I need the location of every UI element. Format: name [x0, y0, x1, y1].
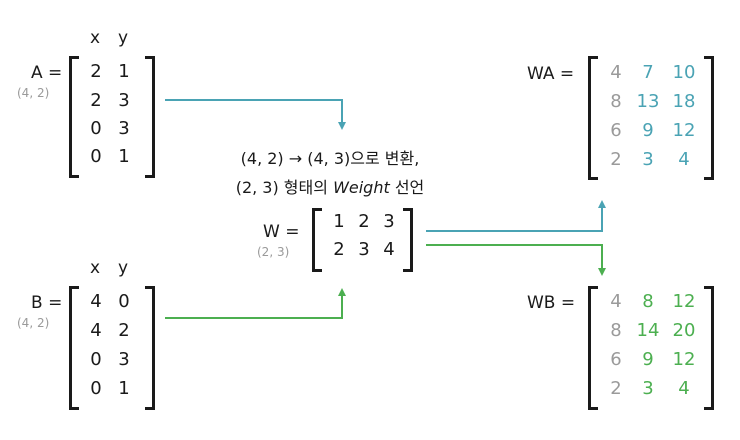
matrix-wa-bracket-right: [704, 56, 714, 180]
matrix-wa-cell: 2: [610, 149, 622, 170]
matrix-a-cell: 0: [90, 118, 102, 139]
arrow-b-to-w: [165, 288, 346, 319]
matrix-wb-cell: 8: [642, 291, 654, 312]
matrix-a-cell: 1: [118, 61, 130, 82]
matrix-b-header-x: x: [90, 258, 101, 278]
matrix-b-cell: 0: [118, 291, 130, 312]
caption-weight-term: Weight: [333, 178, 390, 197]
matrix-b-cell: 2: [118, 320, 130, 341]
matrix-b-cell: 3: [118, 349, 130, 370]
matrix-a-cell: 3: [118, 118, 130, 139]
matrix-a-label: A =: [31, 63, 63, 83]
matrix-w-cell: 2: [358, 211, 370, 232]
matrix-b-bracket-left: [69, 286, 79, 410]
matrix-wa-cell: 4: [610, 62, 622, 83]
matrix-wb-cell: 6: [610, 349, 622, 370]
matrix-a-bracket-right: [145, 56, 155, 178]
arrow-w-to-wb: [426, 244, 606, 276]
matrix-w-label: W =: [263, 222, 300, 242]
matrix-wb-cell: 3: [642, 378, 654, 399]
matrix-a-cell: 3: [118, 90, 130, 111]
matrix-w-cell: 3: [358, 239, 370, 260]
matrix-w-cell: 4: [383, 239, 395, 260]
matrix-w-bracket-left: [312, 208, 322, 272]
matrix-wb-cell: 4: [610, 291, 622, 312]
caption-line-2-suffix: 선언: [389, 178, 425, 197]
caption-line-1: (4, 2) → (4, 3)으로 변환,: [240, 149, 420, 168]
matrix-a-cell: 2: [90, 90, 102, 111]
matrix-b-header-y: y: [118, 258, 129, 278]
matrix-wa-cell: 12: [672, 120, 696, 141]
matrix-w-cell: 2: [333, 239, 345, 260]
matrix-wa-cell: 6: [610, 120, 622, 141]
matrix-b-cell: 1: [118, 378, 130, 399]
matrix-wa-cell: 8: [610, 91, 622, 112]
matrix-w-cell: 1: [333, 211, 345, 232]
matrix-b-cell: 0: [90, 378, 102, 399]
matrix-wb-cell: 4: [678, 378, 690, 399]
matrix-wb-label: WB =: [527, 293, 576, 313]
matrix-wb-cell: 2: [610, 378, 622, 399]
matrix-wb-cell: 8: [610, 320, 622, 341]
matrix-w-bracket-right: [403, 208, 413, 272]
matrix-a-cell: 2: [90, 61, 102, 82]
matrix-wa-cell: 7: [642, 62, 654, 83]
matrix-a-cell: 1: [118, 146, 130, 167]
matrix-a-header-x: x: [90, 28, 101, 48]
matrix-b-label: B =: [31, 293, 63, 313]
matrix-wa-cell: 9: [642, 120, 654, 141]
transform-caption: (4, 2) → (4, 3)으로 변환, (2, 3) 형태의 Weight …: [200, 145, 460, 198]
matrix-b-shape: (4, 2): [17, 316, 50, 330]
matrix-wa-cell: 18: [672, 91, 696, 112]
matrix-w-cell: 3: [383, 211, 395, 232]
matrix-w-shape: (2, 3): [257, 245, 290, 259]
matrix-a-cell: 0: [90, 146, 102, 167]
matrix-wa-cell: 13: [636, 91, 660, 112]
matrix-wb-cell: 12: [672, 291, 696, 312]
matrix-b-cell: 0: [90, 349, 102, 370]
matrix-a-bracket-left: [69, 56, 79, 178]
arrow-w-to-wa: [426, 200, 606, 232]
matrix-wa-cell: 10: [672, 62, 696, 83]
arrow-a-to-caption: [165, 99, 346, 130]
caption-line-2: (2, 3) 형태의 Weight 선언: [200, 174, 460, 198]
matrix-wb-cell: 20: [672, 320, 696, 341]
matrix-wb-bracket-left: [588, 286, 598, 410]
matrix-wb-cell: 9: [642, 349, 654, 370]
matrix-b-cell: 4: [90, 320, 102, 341]
matrix-b-bracket-right: [145, 286, 155, 410]
matrix-wb-bracket-right: [704, 286, 714, 410]
matrix-a-shape: (4, 2): [17, 86, 50, 100]
matrix-b-cell: 4: [90, 291, 102, 312]
matrix-wa-bracket-left: [588, 56, 598, 180]
matrix-wb-cell: 14: [636, 320, 660, 341]
matrix-a-header-y: y: [118, 28, 129, 48]
caption-line-2-prefix: (2, 3) 형태의: [235, 178, 334, 197]
matrix-wa-cell: 4: [678, 149, 690, 170]
matrix-wb-cell: 12: [672, 349, 696, 370]
matrix-wa-cell: 3: [642, 149, 654, 170]
matrix-wa-label: WA =: [527, 64, 575, 84]
